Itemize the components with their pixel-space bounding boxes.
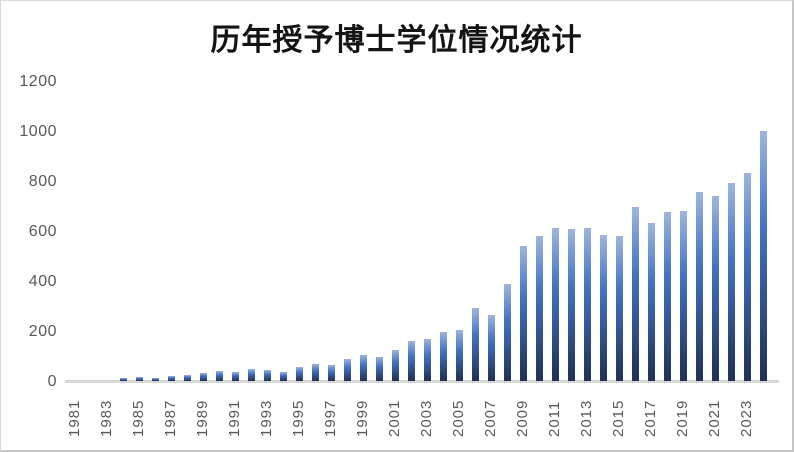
bar-2013 <box>583 228 591 381</box>
x-axis-tick-label: 1993 <box>258 399 275 437</box>
bar-1987 <box>167 376 175 381</box>
x-axis-tick-label: 2023 <box>738 399 755 437</box>
x-axis-tick-label: 2009 <box>514 399 531 437</box>
x-axis-tick-label: 2007 <box>482 399 499 437</box>
bar-2008 <box>503 284 511 381</box>
bar-2020 <box>695 192 703 381</box>
bar-2011 <box>551 228 559 381</box>
x-axis-tick-label: 2019 <box>674 399 691 437</box>
bar-1998 <box>343 359 351 381</box>
bar-1996 <box>311 364 319 381</box>
bar-2006 <box>471 308 479 381</box>
bar-2002 <box>407 341 415 381</box>
x-axis-tick-label: 2021 <box>706 399 723 437</box>
bar-2005 <box>455 330 463 381</box>
x-axis-tick-label: 2017 <box>642 399 659 437</box>
bar-2022 <box>727 183 735 381</box>
bar-1988 <box>183 375 191 381</box>
bar-2014 <box>599 235 607 381</box>
chart-title: 历年授予博士学位情况统计 <box>210 23 583 58</box>
x-axis-line <box>65 380 779 383</box>
x-axis-tick-label: 2011 <box>546 400 563 437</box>
bar-2009 <box>519 246 527 381</box>
bar-2016 <box>631 207 639 381</box>
bar-2010 <box>535 236 543 381</box>
x-axis-tick-label: 1997 <box>322 399 339 437</box>
y-axis-tick-label: 400 <box>28 273 57 290</box>
bar-2019 <box>679 211 687 381</box>
y-axis-tick-label: 800 <box>28 173 57 190</box>
bar-1999 <box>359 355 367 381</box>
x-axis-tick-label: 1995 <box>290 399 307 437</box>
y-axis-tick-label: 1200 <box>19 73 57 90</box>
bar-2001 <box>391 350 399 381</box>
bar-2007 <box>487 315 495 381</box>
x-axis-tick-label: 1981 <box>66 399 83 437</box>
x-axis-tick-label: 2005 <box>450 399 467 437</box>
y-axis-tick-label: 0 <box>47 373 57 390</box>
x-axis-tick-label: 2013 <box>578 399 595 437</box>
bar-2003 <box>423 339 431 381</box>
y-axis-tick-label: 1000 <box>19 123 57 140</box>
bar-1986 <box>151 378 159 381</box>
x-axis-tick-label: 2003 <box>418 399 435 437</box>
x-axis-tick-label: 1985 <box>130 399 147 437</box>
bar-1990 <box>215 371 223 381</box>
x-axis-tick-label: 1991 <box>226 399 243 437</box>
bar-1993 <box>263 370 271 381</box>
x-axis-tick-label: 2015 <box>610 399 627 437</box>
bar-1985 <box>135 377 143 381</box>
bar-1991 <box>231 372 239 381</box>
bar-2017 <box>647 223 655 381</box>
bar-2012 <box>567 229 575 381</box>
x-axis-tick-label: 1987 <box>162 399 179 437</box>
bar-1994 <box>279 372 287 381</box>
bar-2004 <box>439 332 447 381</box>
x-axis-tick-label: 1989 <box>194 399 211 437</box>
bar-2021 <box>711 196 719 381</box>
bar-2024 <box>759 131 767 381</box>
bar-1989 <box>199 373 207 381</box>
y-axis-tick-label: 200 <box>28 323 57 340</box>
y-axis-tick-label: 600 <box>28 223 57 240</box>
bar-2023 <box>743 173 751 381</box>
x-axis-tick-label: 1999 <box>354 399 371 437</box>
bar-2000 <box>375 357 383 381</box>
bar-2018 <box>663 212 671 381</box>
bar-1984 <box>119 378 127 381</box>
bar-1997 <box>327 365 335 381</box>
x-axis-tick-label: 1983 <box>98 399 115 437</box>
bar-1995 <box>295 367 303 381</box>
bar-2015 <box>615 236 623 381</box>
bar-1992 <box>247 369 255 381</box>
x-axis-tick-label: 2001 <box>386 399 403 437</box>
